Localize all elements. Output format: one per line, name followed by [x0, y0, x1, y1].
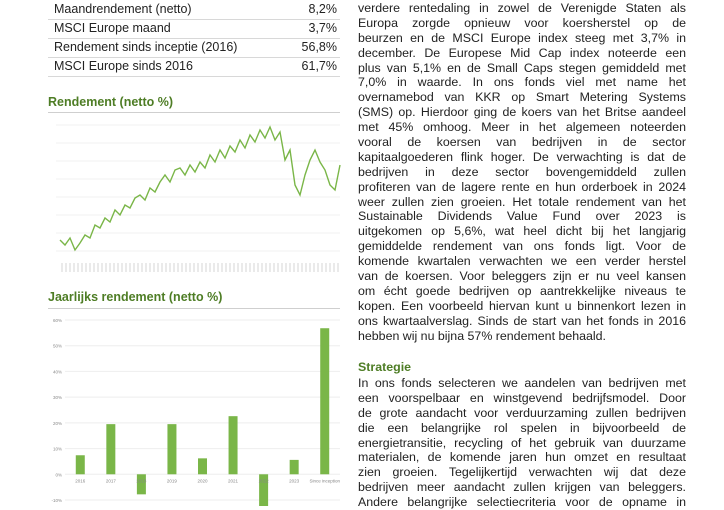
text-line: Sustainable Dividends Value Fund over 20… [358, 209, 686, 224]
text-line: bedrijven in deze sector bovengemiddeld … [358, 164, 686, 179]
x-tick-label: 2019 [167, 478, 178, 483]
bar [167, 424, 177, 475]
text-line: gemiddelde rendement van ons fonds ligt.… [358, 239, 686, 254]
x-tick-label: 2022 [259, 478, 270, 483]
text-line: ons kwartaalverslag. Sinds de start van … [358, 313, 686, 328]
x-tick-label: 2017 [106, 478, 117, 483]
text-line: december. De Europese Mid Cap index note… [358, 45, 686, 60]
text-line: overnamebod van KKR op Smart Metering Sy… [358, 90, 686, 105]
text-line: materialen, de komende jaren hun omzet e… [358, 450, 686, 465]
text-line: In ons fonds selecteren we aandelen van … [358, 376, 686, 390]
x-tick-label: 2016 [75, 478, 86, 483]
bar [289, 459, 299, 475]
line [59, 125, 341, 252]
chart-title: Jaarlijks rendement (netto %) [48, 290, 223, 304]
bar [136, 474, 146, 495]
text-line: van de koersen. Voor beleggers zijn er n… [358, 269, 686, 284]
y-tick-label: 60% [53, 318, 62, 323]
bar [75, 455, 85, 475]
y-tick-label: -10% [51, 498, 62, 503]
y-tick-label: 10% [53, 447, 62, 452]
text-line: 7,0% in waarde. In ons fonds viel met na… [358, 75, 686, 90]
text-line: met 45% omhoog. Meer in het algemeen not… [358, 120, 686, 135]
rule [48, 112, 340, 113]
cell-value: 8,2% [308, 2, 338, 16]
bar [259, 474, 269, 506]
text-line: de grote aandacht voor verduurzaming zul… [358, 405, 686, 420]
text-line: kapitaalgoederen flink hoger. De verwach… [358, 149, 686, 164]
bar [228, 416, 238, 475]
text-line: verdere rentedaling in zowel de Verenigd… [358, 1, 686, 15]
text-line: kopen. Een voorbeeld hiervan kunt u binn… [358, 298, 686, 313]
cell-label: Maandrendement (netto) [54, 2, 192, 16]
bar [320, 328, 330, 475]
text-line: profiteren van de lagere rente en hun or… [358, 179, 686, 194]
text-line: een voorspelbaar en winstgevend bedrijfs… [358, 390, 686, 405]
x-tick-label: 2023 [289, 478, 300, 483]
text-line: die een belangrijke rol spelen in bijvoo… [358, 420, 686, 435]
table-row: Rendement sinds inceptie (2016) 56,8% [48, 38, 340, 58]
bar [198, 458, 207, 475]
chart-title: Rendement (netto %) [48, 95, 173, 109]
table-row: Maandrendement (netto) 8,2% [48, 0, 340, 20]
x-tick-label: 2021 [228, 478, 239, 483]
table-row: MSCI Europe maand 3,7% [48, 19, 340, 39]
y-tick-label: 40% [53, 369, 62, 374]
y-tick-label: 50% [53, 344, 62, 349]
table-row: MSCI Europe sinds 2016 61,7% [48, 57, 340, 77]
cell-label: MSCI Europe sinds 2016 [54, 59, 193, 73]
x-tick-label: 2018 [136, 478, 147, 483]
y-tick-label: 30% [53, 395, 62, 400]
cell-label: Rendement sinds inceptie (2016) [54, 40, 238, 54]
text-line: energietransitie, recycling of het gebru… [358, 435, 686, 450]
rule [48, 308, 340, 309]
x-tick-label: 2020 [197, 478, 208, 483]
text-line: uitgekomen op 5,6%, wat heel dicht bij h… [358, 224, 686, 239]
text-line: hebben wij nu bijna 57% rendement behaal… [358, 328, 606, 343]
text-line: Andere belangrijke selectiecriteria voor… [358, 495, 686, 510]
y-tick-label: 0% [55, 472, 62, 477]
y-tick-label: 20% [53, 421, 62, 426]
text-line: bedrijven meer aandacht zullen krijgen v… [358, 480, 686, 495]
x-tick-label: Since inception [309, 478, 340, 483]
bar [106, 424, 116, 475]
cell-value: 56,8% [301, 40, 337, 54]
heading: Strategie [358, 360, 412, 374]
paragraph: In ons fonds selecteren we aandelen van … [358, 376, 686, 510]
cell-value: 61,7% [301, 59, 337, 73]
text-line: plus van 5,1% en de Small Caps stegen ge… [358, 60, 686, 75]
text-line: Europa zorgde opnieuw voor koersherstel … [358, 15, 686, 30]
text-line: om écht goede bedrijven op aantrekkelijk… [358, 283, 686, 298]
text-line: weer zullen zien groeien. Het totale ren… [358, 194, 686, 209]
text-line: zien groeien. Tegelijkertijd verwachten … [358, 465, 686, 480]
text-line: (SMS) op. Hierdoor ging de koers van het… [358, 105, 686, 120]
text-line: komende kwartalen verwachten we een verd… [358, 254, 686, 269]
cell-label: MSCI Europe maand [54, 21, 171, 35]
paragraph: verdere rentedaling in zowel de Verenigd… [358, 1, 686, 343]
text-line: beurzen en de MSCI Europe index steeg me… [358, 30, 686, 45]
text-line: vooral de koersen van bedrijven in de se… [358, 135, 686, 150]
cell-value: 3,7% [308, 21, 338, 35]
